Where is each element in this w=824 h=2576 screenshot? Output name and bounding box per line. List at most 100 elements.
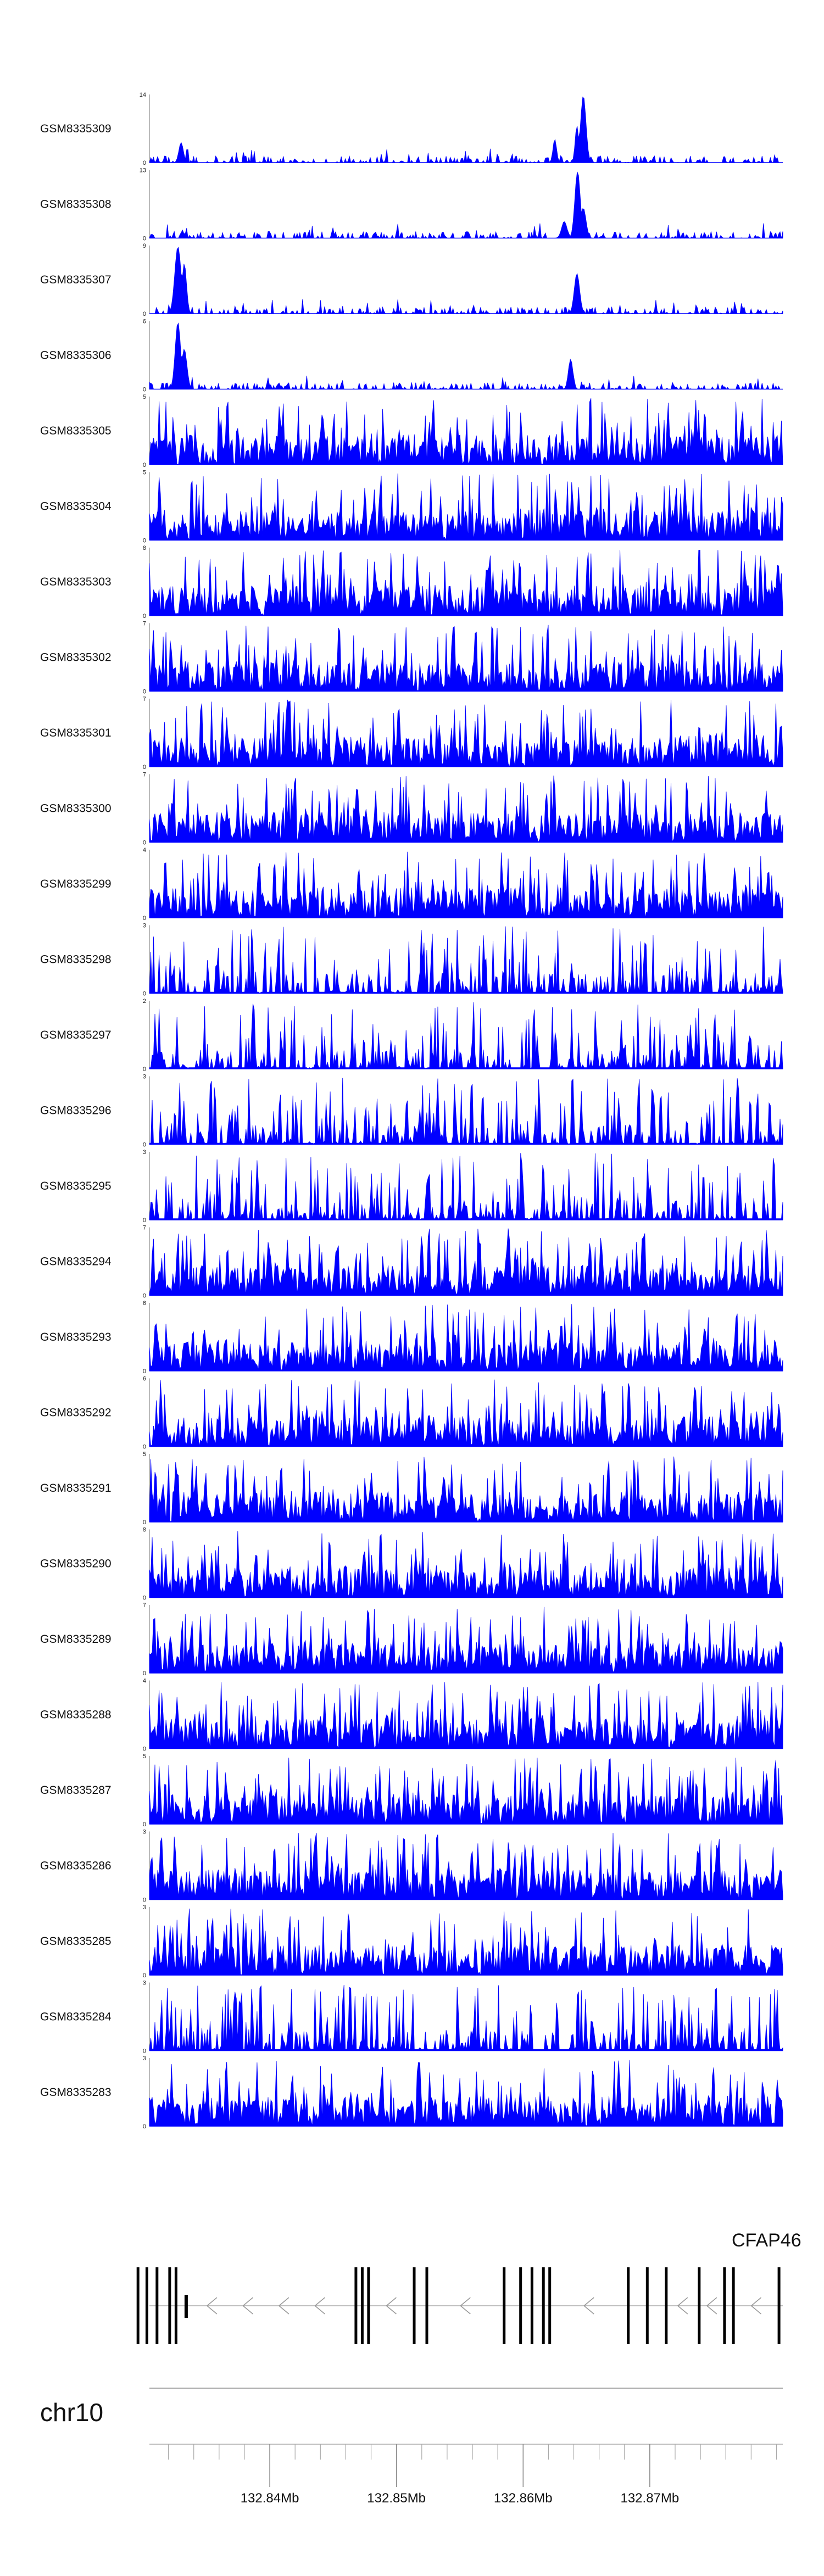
track-GSM8335284: GSM8335284 3 0 <box>40 1980 783 2055</box>
exon <box>548 2267 552 2344</box>
track-label: GSM8335295 <box>40 1180 112 1192</box>
track-label: GSM8335306 <box>40 349 112 362</box>
y-tick-max: 13 <box>140 168 146 174</box>
coverage-area <box>149 322 783 391</box>
exon <box>174 2267 177 2344</box>
track-label: GSM8335286 <box>40 1860 112 1872</box>
y-tick-min: 0 <box>143 2048 146 2055</box>
track-label: GSM8335298 <box>40 954 112 966</box>
y-tick-max: 5 <box>143 394 146 400</box>
strand-arrow <box>206 2297 218 2315</box>
exon <box>136 2267 140 2344</box>
y-tick-min: 0 <box>143 1897 146 1904</box>
y-tick-max: 3 <box>143 1904 146 1911</box>
coverage-area <box>149 699 783 768</box>
y-tick-min: 0 <box>143 1217 146 1224</box>
track-label: GSM8335288 <box>40 1709 112 1721</box>
gene-label: CFAP46 <box>732 2230 801 2251</box>
coverage-area <box>149 926 783 994</box>
coverage-area <box>149 549 783 617</box>
y-tick-min: 0 <box>143 1972 146 1979</box>
track-GSM8335305: GSM8335305 5 0 <box>40 394 783 469</box>
coverage-area <box>149 1758 783 1825</box>
y-tick-min: 0 <box>143 2123 146 2130</box>
coverage-area <box>149 1304 783 1372</box>
y-tick-min: 0 <box>143 1595 146 1602</box>
exon <box>645 2267 649 2344</box>
track-label: GSM8335291 <box>40 1482 112 1495</box>
coverage-area <box>149 1078 783 1145</box>
strand-arrow <box>677 2297 688 2315</box>
exon <box>723 2267 726 2344</box>
coverage-area <box>149 1456 783 1523</box>
y-tick-min: 0 <box>143 538 146 544</box>
y-tick-max: 7 <box>143 1602 146 1609</box>
y-tick-max: 9 <box>143 243 146 249</box>
track-label: GSM8335297 <box>40 1029 112 1041</box>
track-label: GSM8335292 <box>40 1407 112 1419</box>
track-GSM8335299: GSM8335299 4 0 <box>40 847 783 922</box>
track-GSM8335287: GSM8335287 5 0 <box>40 1753 783 1828</box>
y-tick-min: 0 <box>143 613 146 620</box>
track-label: GSM8335290 <box>40 1558 112 1570</box>
exon <box>155 2267 159 2344</box>
coverage-area <box>149 1153 783 1220</box>
track-label: GSM8335296 <box>40 1105 112 1117</box>
y-tick-max: 4 <box>143 1678 146 1685</box>
strand-arrow <box>706 2297 717 2315</box>
track-GSM8335309: GSM8335309 14 0 <box>40 92 783 166</box>
track-label: GSM8335285 <box>40 1935 112 1948</box>
exon <box>503 2267 506 2344</box>
track-GSM8335293: GSM8335293 6 0 <box>40 1300 783 1375</box>
y-tick-max: 6 <box>143 1300 146 1307</box>
y-tick-min: 0 <box>143 160 146 166</box>
track-label: GSM8335304 <box>40 500 112 513</box>
y-tick-max: 6 <box>143 1376 146 1382</box>
exon <box>777 2267 781 2344</box>
y-tick-min: 0 <box>143 1293 146 1300</box>
exon <box>732 2267 735 2344</box>
strand-arrow <box>386 2297 397 2315</box>
y-tick-max: 2 <box>143 998 146 1005</box>
exon <box>665 2267 668 2344</box>
y-tick-min: 0 <box>143 915 146 922</box>
coverage-area <box>149 1002 783 1069</box>
track-GSM8335308: GSM8335308 13 0 <box>40 168 783 242</box>
track-GSM8335294: GSM8335294 7 0 <box>40 1225 783 1300</box>
track-label: GSM8335283 <box>40 2086 112 2099</box>
exon <box>530 2267 533 2344</box>
coverage-area <box>149 96 783 164</box>
y-tick-max: 4 <box>143 847 146 854</box>
track-label: GSM8335305 <box>40 425 112 437</box>
track-GSM8335302: GSM8335302 7 0 <box>40 621 783 695</box>
track-label: GSM8335303 <box>40 576 112 588</box>
y-tick-max: 7 <box>143 621 146 627</box>
track-label: GSM8335299 <box>40 878 112 890</box>
y-tick-min: 0 <box>143 1368 146 1375</box>
y-tick-min: 0 <box>143 840 146 846</box>
track-label: GSM8335289 <box>40 1633 112 1646</box>
track-GSM8335298: GSM8335298 3 0 <box>40 923 783 997</box>
coverage-area <box>149 171 783 239</box>
exon <box>425 2267 428 2344</box>
strand-arrow <box>278 2297 289 2315</box>
y-tick-min: 0 <box>143 1670 146 1677</box>
coverage-area <box>149 1832 783 1900</box>
coverage-area <box>149 1379 783 1447</box>
track-label: GSM8335300 <box>40 802 112 815</box>
track-GSM8335303: GSM8335303 8 0 <box>40 545 783 620</box>
coverage-area <box>149 1682 783 1749</box>
chromosome-label: chr10 <box>40 2398 103 2427</box>
track-GSM8335283: GSM8335283 3 0 <box>40 2055 783 2130</box>
exon <box>360 2267 364 2344</box>
y-tick-max: 3 <box>143 2055 146 2062</box>
exon <box>698 2267 701 2344</box>
y-tick-max: 3 <box>143 1149 146 1156</box>
strand-arrow <box>583 2297 594 2315</box>
y-tick-min: 0 <box>143 1821 146 1828</box>
y-tick-max: 7 <box>143 696 146 702</box>
y-tick-min: 0 <box>143 387 146 393</box>
y-tick-min: 0 <box>143 462 146 469</box>
track-GSM8335300: GSM8335300 7 0 <box>40 772 783 846</box>
y-tick-min: 0 <box>143 1066 146 1073</box>
